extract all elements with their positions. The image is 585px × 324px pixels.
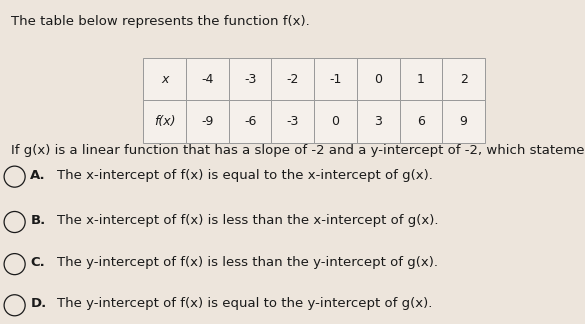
Text: B.: B.	[30, 214, 46, 227]
Text: -4: -4	[201, 73, 214, 86]
Text: -3: -3	[287, 115, 299, 128]
Text: -6: -6	[244, 115, 256, 128]
Bar	[186, 58, 229, 100]
Bar	[314, 100, 357, 143]
Text: 9: 9	[460, 115, 467, 128]
Bar	[400, 100, 442, 143]
Bar	[229, 58, 271, 100]
Text: 0: 0	[332, 115, 339, 128]
Text: f(x): f(x)	[154, 115, 176, 128]
Bar	[186, 100, 229, 143]
Text: D.: D.	[30, 297, 47, 310]
Bar	[314, 58, 357, 100]
Text: -9: -9	[201, 115, 214, 128]
Bar	[357, 100, 400, 143]
Bar	[271, 100, 314, 143]
Text: -2: -2	[287, 73, 299, 86]
Text: 2: 2	[460, 73, 467, 86]
Bar	[442, 58, 485, 100]
Text: The y-intercept of f(x) is equal to the y-intercept of g(x).: The y-intercept of f(x) is equal to the …	[57, 297, 433, 310]
Bar	[357, 58, 400, 100]
Bar	[400, 58, 442, 100]
Bar	[229, 100, 271, 143]
Text: If g(x) is a linear function that has a slope of -2 and a y-intercept of -2, whi: If g(x) is a linear function that has a …	[11, 144, 585, 157]
Text: -1: -1	[329, 73, 342, 86]
Text: 3: 3	[374, 115, 382, 128]
Text: The x-intercept of f(x) is less than the x-intercept of g(x).: The x-intercept of f(x) is less than the…	[57, 214, 439, 227]
Text: The table below represents the function f(x).: The table below represents the function …	[11, 15, 309, 28]
Text: A.: A.	[30, 168, 46, 182]
Text: x: x	[161, 73, 168, 86]
Bar	[143, 58, 186, 100]
Text: -3: -3	[244, 73, 256, 86]
Bar	[143, 100, 186, 143]
Text: The y-intercept of f(x) is less than the y-intercept of g(x).: The y-intercept of f(x) is less than the…	[57, 256, 438, 269]
Bar	[271, 58, 314, 100]
Text: 0: 0	[374, 73, 382, 86]
Bar	[442, 100, 485, 143]
Text: 6: 6	[417, 115, 425, 128]
Text: C.: C.	[30, 256, 45, 269]
Text: 1: 1	[417, 73, 425, 86]
Text: The x-intercept of f(x) is equal to the x-intercept of g(x).: The x-intercept of f(x) is equal to the …	[57, 168, 433, 182]
